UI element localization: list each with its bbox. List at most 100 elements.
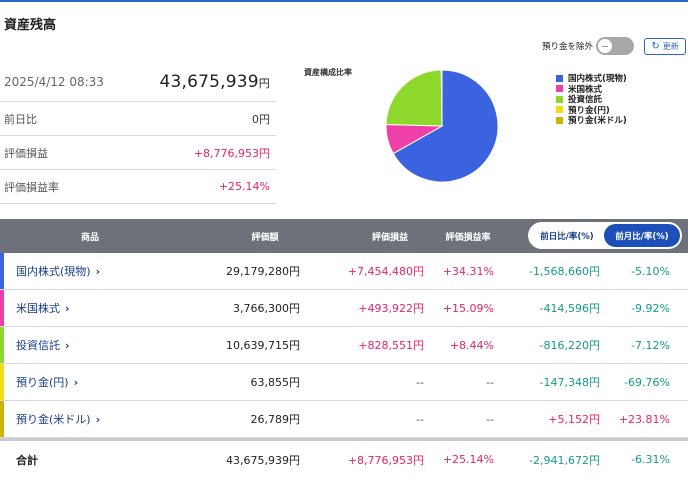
total-balance: 43,675,939円 [159, 71, 270, 92]
legend-item: 投資信託 [556, 94, 627, 105]
total-pl-rate: +25.14% [442, 453, 494, 466]
row-valuation: 29,179,280円 [226, 265, 300, 278]
legend-label: 米国株式 [568, 84, 603, 95]
total-pl: +8,776,953円 [347, 453, 424, 467]
chart-title: 資産構成比率 [304, 68, 352, 77]
toggle-knob [598, 39, 613, 53]
table-header: 商品 評価額 評価損益 評価損益率 前日比/率(%) 前月比/率(%) [0, 219, 688, 253]
product-link[interactable]: 預り金(円) › [16, 364, 78, 400]
total-change-rate: -6.31% [631, 453, 670, 466]
header-product: 商品 [80, 232, 99, 243]
total-valuation: 43,675,939円 [226, 453, 300, 467]
summary-label: 評価損益 [4, 146, 48, 160]
chevron-right-icon: › [73, 375, 79, 389]
summary-pl-rate-row: 評価損益率 +25.14% [0, 170, 276, 204]
row-pl-rate: -- [486, 412, 494, 426]
row-valuation: 63,855円 [250, 376, 301, 389]
top-accent-line [0, 0, 688, 2]
row-color-marker [0, 401, 4, 437]
product-link[interactable]: 預り金(米ドル) › [16, 401, 100, 437]
product-link[interactable]: 投資信託 › [16, 327, 70, 363]
table-row: 国内株式(現物) › 29,179,280円 +7,454,480円 +34.31% -1… [0, 253, 688, 290]
legend-swatch [556, 74, 563, 82]
summary-day-change-row: 前日比 0円 [0, 102, 276, 136]
summary-total-row: 2025/4/12 08:33 43,675,939円 [0, 62, 276, 102]
legend-swatch [556, 106, 563, 114]
legend-swatch [556, 95, 563, 103]
row-valuation: 26,789円 [250, 413, 301, 426]
chevron-right-icon: › [65, 301, 70, 315]
summary-pl-row: 評価損益 +8,776,953円 [0, 136, 276, 170]
total-label: 合計 [16, 453, 38, 467]
header-controls: 預り金を除外 ↻ 更新 [542, 37, 687, 55]
refresh-icon: ↻ [651, 40, 660, 52]
summary-value: 0円 [252, 112, 270, 126]
row-color-marker [0, 290, 4, 326]
exclude-deposit-label: 預り金を除外 [542, 42, 594, 52]
table-row: 預り金(米ドル) › 26,789円 -- -- +5,152円 +23.81% [0, 401, 688, 438]
row-change-rate: -9.92% [631, 301, 670, 315]
table-row: 投資信託 › 10,639,715円 +828,551円 +8.44% -816,220円… [0, 327, 688, 364]
summary-label: 評価損益率 [4, 180, 59, 194]
page-title: 資産残高 [4, 18, 57, 33]
row-valuation: 10,639,715円 [226, 339, 300, 352]
product-name: 預り金(米ドル) [16, 413, 91, 426]
total-change: -2,941,672円 [529, 453, 600, 467]
month-change-tab[interactable]: 前月比/率(%) [604, 224, 680, 247]
header-valuation: 評価額 [251, 232, 279, 243]
row-change: -414,596円 [539, 302, 600, 315]
legend-swatch [556, 116, 563, 124]
row-change: -1,568,660円 [529, 265, 600, 278]
row-pl: -- [416, 375, 424, 389]
allocation-pie-chart [386, 70, 498, 182]
pie-slice-1 [392, 70, 498, 182]
summary-value: +25.14% [218, 180, 270, 193]
row-valuation: 3,766,300円 [233, 302, 300, 315]
row-pl: +828,551円 [358, 339, 424, 352]
day-change-tab[interactable]: 前日比/率(%) [530, 224, 604, 247]
table-row: 預り金(円) › 63,855円 -- -- -147,348円 -69.76% [0, 364, 688, 401]
summary-value: +8,776,953円 [193, 146, 270, 160]
table-total-row: 合計 43,675,939円 +8,776,953円 +25.14% -2,94… [0, 438, 688, 478]
summary-label: 前日比 [4, 112, 37, 126]
legend-item: 国内株式(現物) [556, 73, 627, 84]
chevron-right-icon: › [95, 412, 101, 426]
legend-item: 米国株式 [556, 84, 627, 95]
product-link[interactable]: 国内株式(現物) › [16, 253, 100, 289]
row-change: -147,348円 [539, 376, 600, 389]
row-change-rate: -69.76% [624, 375, 670, 389]
row-color-marker [0, 364, 4, 400]
row-color-marker [0, 253, 4, 289]
row-pl-rate: +34.31% [442, 264, 494, 278]
product-link[interactable]: 米国株式 › [16, 290, 70, 326]
row-change-rate: +23.81% [618, 412, 670, 426]
chart-legend: 国内株式(現物) 米国株式 投資信託 預り金(円) 預り金(米ドル) [556, 73, 627, 126]
table-row: 米国株式 › 3,766,300円 +493,922円 +15.09% -414,596円… [0, 290, 688, 327]
product-name: 預り金(円) [16, 376, 69, 389]
row-pl: +7,454,480円 [347, 265, 424, 278]
row-change-rate: -5.10% [631, 264, 670, 278]
row-change-rate: -7.12% [631, 338, 670, 352]
legend-item: 預り金(米ドル) [556, 115, 627, 126]
as-of-datetime: 2025/4/12 08:33 [4, 74, 104, 89]
chevron-right-icon: › [95, 264, 101, 278]
product-name: 投資信託 [16, 339, 60, 352]
row-pl: +493,922円 [358, 302, 424, 315]
change-period-switch: 前日比/率(%) 前月比/率(%) [528, 222, 682, 249]
row-pl-rate: +15.09% [442, 301, 494, 315]
row-change: -816,220円 [539, 339, 600, 352]
legend-label: 預り金(米ドル) [568, 116, 627, 127]
refresh-button[interactable]: ↻ 更新 [644, 37, 687, 55]
legend-label: 国内株式(現物) [568, 74, 627, 85]
row-pl-rate: -- [486, 375, 494, 389]
holdings-table: 商品 評価額 評価損益 評価損益率 前日比/率(%) 前月比/率(%) 国内株式… [0, 219, 688, 478]
pie-slice-3 [386, 70, 443, 127]
header-pl: 評価損益 [371, 232, 408, 243]
balance-summary: 2025/4/12 08:33 43,675,939円 前日比 0円 評価損益 … [0, 62, 276, 204]
legend-label: 預り金(円) [568, 105, 610, 116]
exclude-deposit-toggle[interactable] [596, 37, 635, 55]
refresh-label: 更新 [662, 41, 679, 51]
header-pl-rate: 評価損益率 [445, 232, 491, 243]
legend-swatch [556, 85, 563, 93]
legend-label: 投資信託 [568, 95, 603, 106]
